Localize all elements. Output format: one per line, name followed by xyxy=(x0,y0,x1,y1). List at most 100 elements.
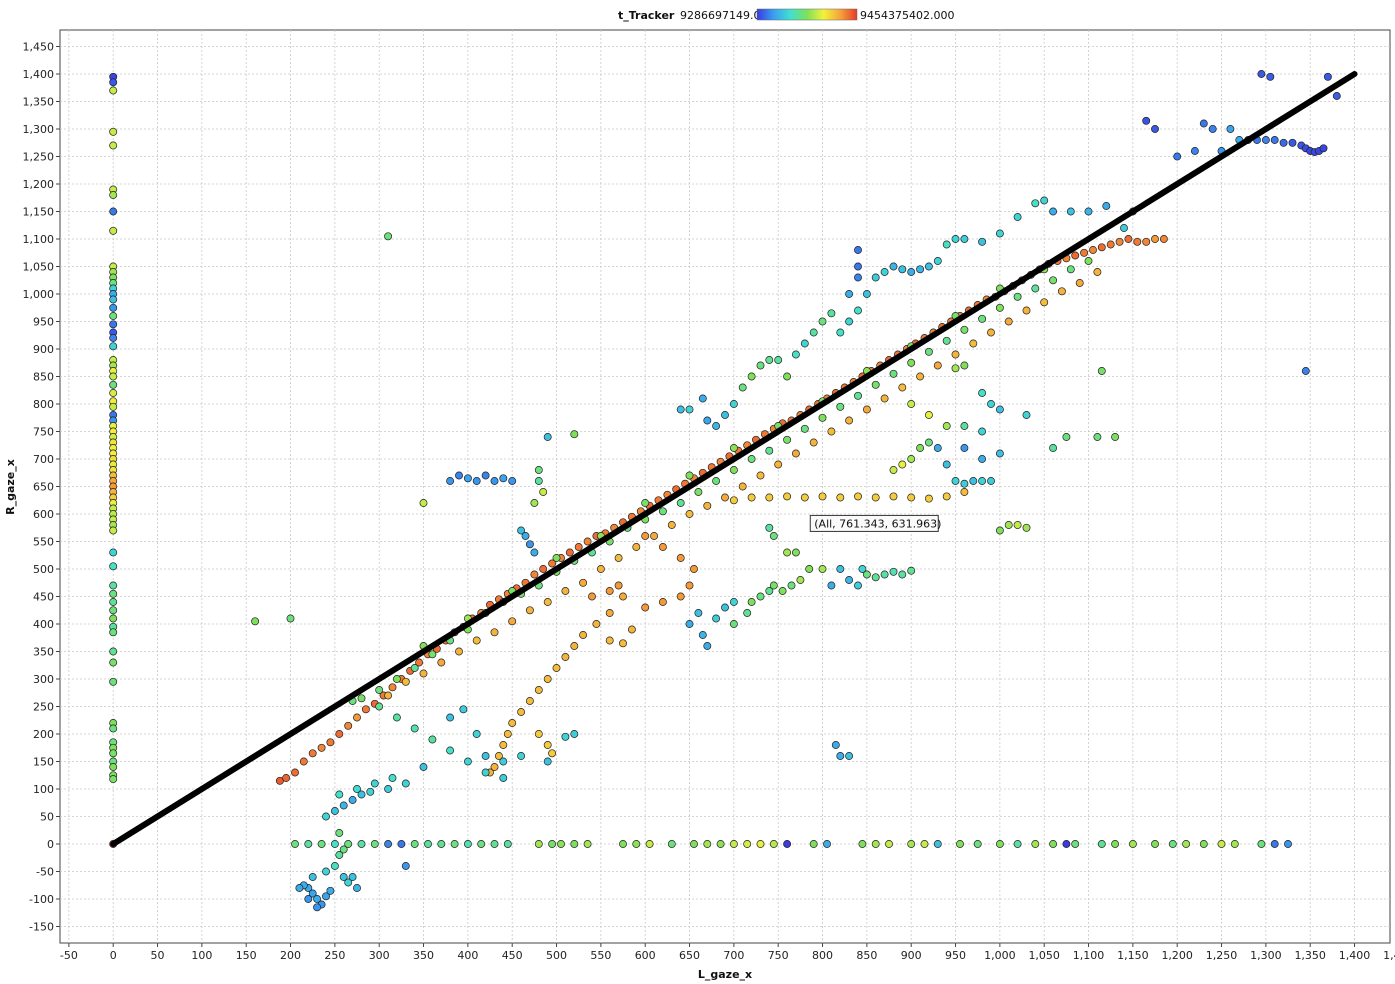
data-point xyxy=(889,466,898,474)
data-point xyxy=(1097,367,1106,375)
data-point xyxy=(845,416,854,425)
data-point xyxy=(463,757,472,766)
data-point xyxy=(747,372,756,381)
y-tick-label: 1,050 xyxy=(23,261,55,274)
data-point xyxy=(1142,237,1151,246)
y-tick-label: 950 xyxy=(33,316,54,329)
data-point xyxy=(765,356,774,364)
data-point xyxy=(898,570,907,579)
data-point xyxy=(1031,840,1040,848)
data-point xyxy=(503,730,512,738)
data-point xyxy=(805,565,814,573)
data-point xyxy=(862,405,871,414)
data-point xyxy=(987,477,995,485)
data-point xyxy=(743,609,752,617)
data-point xyxy=(858,565,867,573)
data-point xyxy=(1173,152,1182,161)
x-tick-label: 1,150 xyxy=(1117,949,1149,962)
data-point xyxy=(836,402,845,411)
data-point xyxy=(1217,840,1226,848)
data-point xyxy=(1151,840,1159,848)
x-tick-label: 550 xyxy=(590,949,611,962)
x-tick-label: 700 xyxy=(723,949,744,962)
data-point xyxy=(658,507,667,516)
data-point xyxy=(605,609,614,617)
y-tick-label: 550 xyxy=(33,536,54,549)
data-point xyxy=(322,812,330,821)
data-point xyxy=(370,840,379,848)
data-point xyxy=(916,265,925,274)
data-point xyxy=(481,768,490,777)
data-point xyxy=(570,430,579,439)
data-point xyxy=(907,566,916,575)
data-point xyxy=(304,895,313,903)
data-point xyxy=(907,358,916,367)
data-point xyxy=(401,862,410,870)
data-point xyxy=(109,749,118,758)
data-point xyxy=(778,587,787,595)
x-tick-label: 0 xyxy=(110,949,117,962)
data-point xyxy=(619,592,627,601)
data-point xyxy=(885,840,893,848)
y-tick-label: 1,100 xyxy=(23,233,55,246)
tooltip-text: (All, 761.343, 631.963) xyxy=(814,517,941,530)
data-point xyxy=(756,592,765,601)
data-point xyxy=(1071,251,1080,260)
data-point xyxy=(729,840,738,848)
data-point xyxy=(1062,433,1071,441)
x-tick-label: 1,000 xyxy=(984,949,1016,962)
data-point xyxy=(109,647,118,656)
data-point xyxy=(995,449,1004,458)
data-point xyxy=(499,474,508,483)
data-point xyxy=(344,721,353,730)
data-point xyxy=(942,240,951,249)
data-point xyxy=(357,840,366,848)
data-point xyxy=(818,565,827,573)
data-point xyxy=(907,400,916,408)
data-point xyxy=(747,493,756,502)
data-point xyxy=(1066,207,1075,216)
data-point xyxy=(920,840,929,848)
data-point xyxy=(605,587,614,595)
data-point xyxy=(481,471,490,480)
data-point xyxy=(286,614,295,623)
data-point xyxy=(978,477,987,485)
y-tick-label: 450 xyxy=(33,591,54,604)
data-point xyxy=(543,675,552,683)
data-point xyxy=(503,840,512,848)
data-point xyxy=(109,589,118,598)
y-tick-label: 1,200 xyxy=(23,178,55,191)
data-point xyxy=(1124,235,1133,243)
data-point xyxy=(1284,840,1292,848)
data-point xyxy=(109,724,118,733)
data-point xyxy=(1049,444,1058,452)
x-axis-ticks: -50 0 50 100 150 200 250 300 350 400 450 500 550 600 6… xyxy=(60,943,1395,962)
data-point xyxy=(375,702,384,711)
data-point xyxy=(446,746,455,755)
data-point xyxy=(1226,125,1235,133)
data-point xyxy=(871,380,880,389)
data-point xyxy=(1066,265,1075,274)
legend-title: t_Tracker xyxy=(618,9,675,22)
y-tick-label: 100 xyxy=(33,783,54,796)
data-point xyxy=(592,620,601,628)
data-point xyxy=(978,427,987,436)
data-point xyxy=(827,581,836,590)
data-point xyxy=(322,867,330,876)
data-point xyxy=(995,303,1004,312)
data-point xyxy=(978,237,987,246)
data-point xyxy=(1159,235,1168,243)
data-point xyxy=(924,494,933,503)
data-point xyxy=(667,840,676,848)
data-point xyxy=(1257,70,1266,78)
data-point xyxy=(916,372,925,381)
data-point xyxy=(330,840,339,848)
data-point xyxy=(942,492,951,501)
data-point xyxy=(1022,306,1031,315)
data-point xyxy=(774,356,783,364)
x-tick-label: -50 xyxy=(60,949,78,962)
data-point xyxy=(424,840,432,848)
data-point xyxy=(783,840,792,848)
data-point xyxy=(517,708,526,716)
data-point xyxy=(619,840,627,848)
